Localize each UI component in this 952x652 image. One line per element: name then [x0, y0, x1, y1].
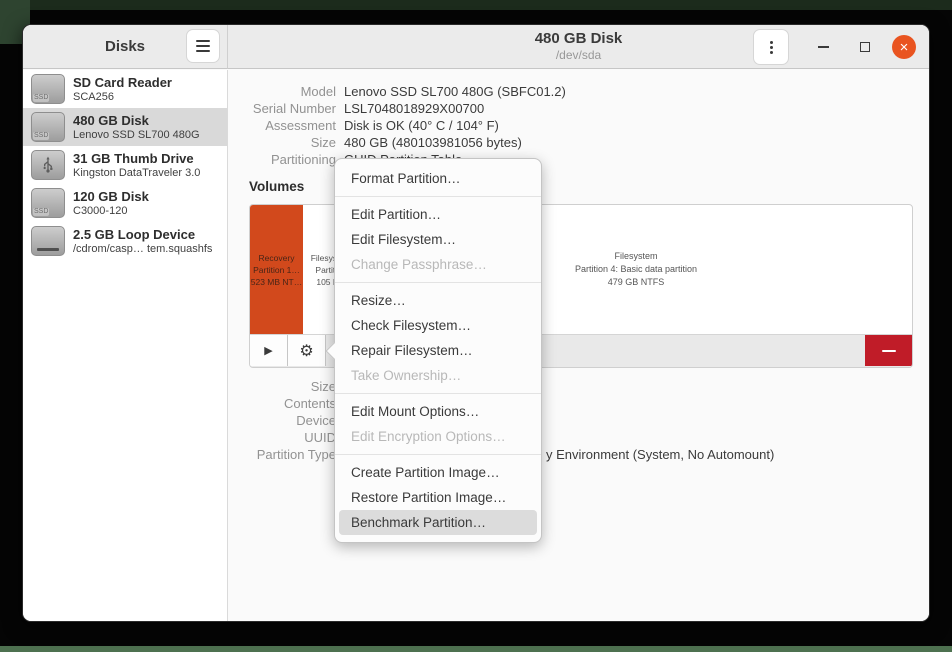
- sidebar-item-title: 120 GB Disk: [73, 188, 149, 204]
- info-label-model: Model: [300, 84, 336, 99]
- menu-item-repair-filesystem[interactable]: Repair Filesystem…: [351, 343, 473, 358]
- sidebar-list: SSD SD Card Reader SCA256 SSD 480 GB Disk Len…: [23, 70, 228, 621]
- menu-item-resize[interactable]: Resize…: [351, 293, 406, 308]
- sidebar-item-text: 2.5 GB Loop Device/cdrom/casp… tem.squas…: [73, 227, 212, 256]
- minimize-button[interactable]: [813, 37, 833, 57]
- close-icon: ×: [899, 38, 909, 56]
- partition-block-recovery[interactable]: Recovery Partition 1… 523 MB NT…: [250, 205, 303, 334]
- menu-item-create-partition-image[interactable]: Create Partition Image…: [351, 465, 500, 480]
- app-menu-button[interactable]: [753, 29, 789, 65]
- window-title-block: 480 GB Disk /dev/sda: [228, 30, 929, 62]
- volumes-heading: Volumes: [249, 179, 305, 194]
- sidebar-item-subtitle: Lenovo SSD SL700 480G: [73, 128, 200, 141]
- window-title: 480 GB Disk: [534, 30, 623, 47]
- info-label-partitioning: Partitioning: [270, 152, 336, 167]
- menu-separator: [335, 196, 541, 197]
- info-value-serial-number: LSL7048018929X00700: [344, 101, 485, 116]
- sidebar-item-subtitle: /cdrom/casp… tem.squashfs: [73, 242, 213, 255]
- menu-item-take-ownership: Take Ownership…: [351, 368, 462, 383]
- partition-type-value: y Environment (System, No Automount): [546, 447, 775, 462]
- ssd-drive-icon: SSD: [31, 188, 65, 218]
- sidebar-item-text: 480 GB Disk Lenovo SSD SL700 480G: [73, 113, 200, 142]
- mount-partition-button[interactable]: ▶: [250, 335, 288, 366]
- partition-info-label-device: Device: [296, 413, 336, 428]
- gear-icon: ⚙: [299, 342, 314, 360]
- ssd-badge: SSD: [33, 132, 50, 140]
- kebab-icon: [769, 40, 773, 44]
- play-icon: ▶: [264, 345, 273, 357]
- volume-actions-group: ▶ ⚙: [250, 335, 326, 366]
- sidebar-item-text: 120 GB Disk C3000-120: [73, 189, 149, 218]
- sidebar-item-text: SD Card Reader SCA256: [73, 75, 172, 104]
- minus-icon: [881, 349, 896, 352]
- loop-disc-icon: [36, 248, 60, 251]
- sidebar-item-480-gb-disk[interactable]: SSD 480 GB Disk Lenovo SSD SL700 480G: [23, 108, 227, 146]
- partition-block-4[interactable]: Filesystem Partition 4: Basic data parti…: [574, 251, 698, 287]
- sidebar-item-subtitle: C3000-120: [73, 204, 128, 217]
- usb-icon: [43, 156, 53, 173]
- partition-info-grid: Size Contents Device UUID Partition Type: [229, 378, 344, 463]
- partition-info-label-partition-type: Partition Type: [256, 447, 336, 462]
- volume-map: Recovery Partition 1… 523 MB NT… Filesys…: [250, 205, 912, 335]
- menu-item-format-partition[interactable]: Format Partition…: [351, 171, 461, 186]
- menu-item-edit-filesystem[interactable]: Edit Filesystem…: [351, 232, 457, 247]
- hamburger-icon: [196, 40, 210, 42]
- partition-info-label-contents: Contents: [283, 396, 336, 411]
- info-value-model: Lenovo SSD SL700 480G (SBFC01.2): [344, 84, 566, 99]
- partition-options-button[interactable]: ⚙: [288, 335, 326, 366]
- info-value-size: 480 GB (480103981056 bytes): [344, 135, 522, 150]
- menu-separator: [335, 282, 541, 283]
- window-subtitle: /dev/sda: [555, 48, 602, 62]
- partition-info-label-uuid: UUID: [304, 430, 336, 445]
- partition-context-menu: Format Partition… Edit Partition… Edit Fil…: [325, 158, 542, 543]
- sidebar-item-sd-card-reader[interactable]: SSD SD Card Reader SCA256: [23, 70, 227, 108]
- menu-item-edit-mount-options[interactable]: Edit Mount Options…: [351, 404, 480, 419]
- sidebar-item-31-gb-thumb-drive[interactable]: 31 GB Thumb Drive Kingston DataTraveler 3…: [23, 146, 227, 184]
- ssd-badge: SSD: [33, 208, 50, 216]
- menu-separator: [335, 454, 541, 455]
- minimize-icon: [817, 46, 829, 48]
- loop-drive-icon: [31, 226, 65, 256]
- info-value-assessment: Disk is OK (40° C / 104° F): [344, 118, 499, 133]
- disk-info-grid: Model Lenovo SSD SL700 480G (SBFC01.2) Ser…: [229, 83, 566, 168]
- sidebar-item-subtitle: Kingston DataTraveler 3.0: [73, 166, 201, 179]
- menu-item-edit-partition[interactable]: Edit Partition…: [351, 207, 442, 222]
- maximize-icon: [860, 42, 870, 52]
- info-label-serial-number: Serial Number: [252, 101, 336, 116]
- info-label-size: Size: [310, 135, 336, 150]
- hamburger-menu-button[interactable]: [186, 29, 220, 63]
- sidebar-item-title: SD Card Reader: [73, 74, 172, 90]
- menu-item-benchmark-partition[interactable]: Benchmark Partition…: [339, 510, 537, 535]
- main-header: 480 GB Disk /dev/sda ×: [228, 25, 929, 69]
- menu-item-change-passphrase: Change Passphrase…: [351, 257, 487, 272]
- usb-drive-icon: [31, 150, 65, 180]
- app-title: Disks: [104, 38, 146, 55]
- maximize-button[interactable]: [855, 37, 875, 57]
- partition-info-label-size: Size: [310, 379, 336, 394]
- menu-item-restore-partition-image[interactable]: Restore Partition Image…: [351, 490, 507, 505]
- sidebar-item-title: 2.5 GB Loop Device: [73, 226, 196, 242]
- menu-item-check-filesystem[interactable]: Check Filesystem…: [351, 318, 472, 333]
- sidebar-header: Disks: [23, 25, 228, 69]
- menu-item-edit-encryption-options: Edit Encryption Options…: [351, 429, 506, 444]
- sidebar-item-text: 31 GB Thumb Drive Kingston DataTraveler 3…: [73, 151, 200, 180]
- ssd-badge: SSD: [33, 94, 50, 102]
- menu-separator: [335, 393, 541, 394]
- ssd-drive-icon: SSD: [31, 74, 65, 104]
- sidebar-item-2-5-gb-loop-device[interactable]: 2.5 GB Loop Device/cdrom/casp… tem.squas…: [23, 222, 227, 260]
- delete-partition-button[interactable]: [865, 335, 912, 366]
- info-label-assessment: Assessment: [265, 118, 336, 133]
- ssd-drive-icon: SSD: [31, 112, 65, 142]
- desktop-top-strip: [0, 0, 952, 10]
- sidebar-item-title: 31 GB Thumb Drive: [73, 150, 194, 166]
- sidebar-item-subtitle: SCA256: [73, 90, 114, 103]
- headerbar: Disks 480 GB Disk /dev/sda ×: [23, 25, 929, 69]
- sidebar-item-120-gb-disk[interactable]: SSD 120 GB Disk C3000-120: [23, 184, 227, 222]
- sidebar-item-title: 480 GB Disk: [73, 112, 149, 128]
- close-button[interactable]: ×: [892, 35, 916, 59]
- desktop-bottom-strip: [0, 646, 952, 652]
- disks-window: Disks 480 GB Disk /dev/sda × SSD SD Card …: [22, 24, 930, 622]
